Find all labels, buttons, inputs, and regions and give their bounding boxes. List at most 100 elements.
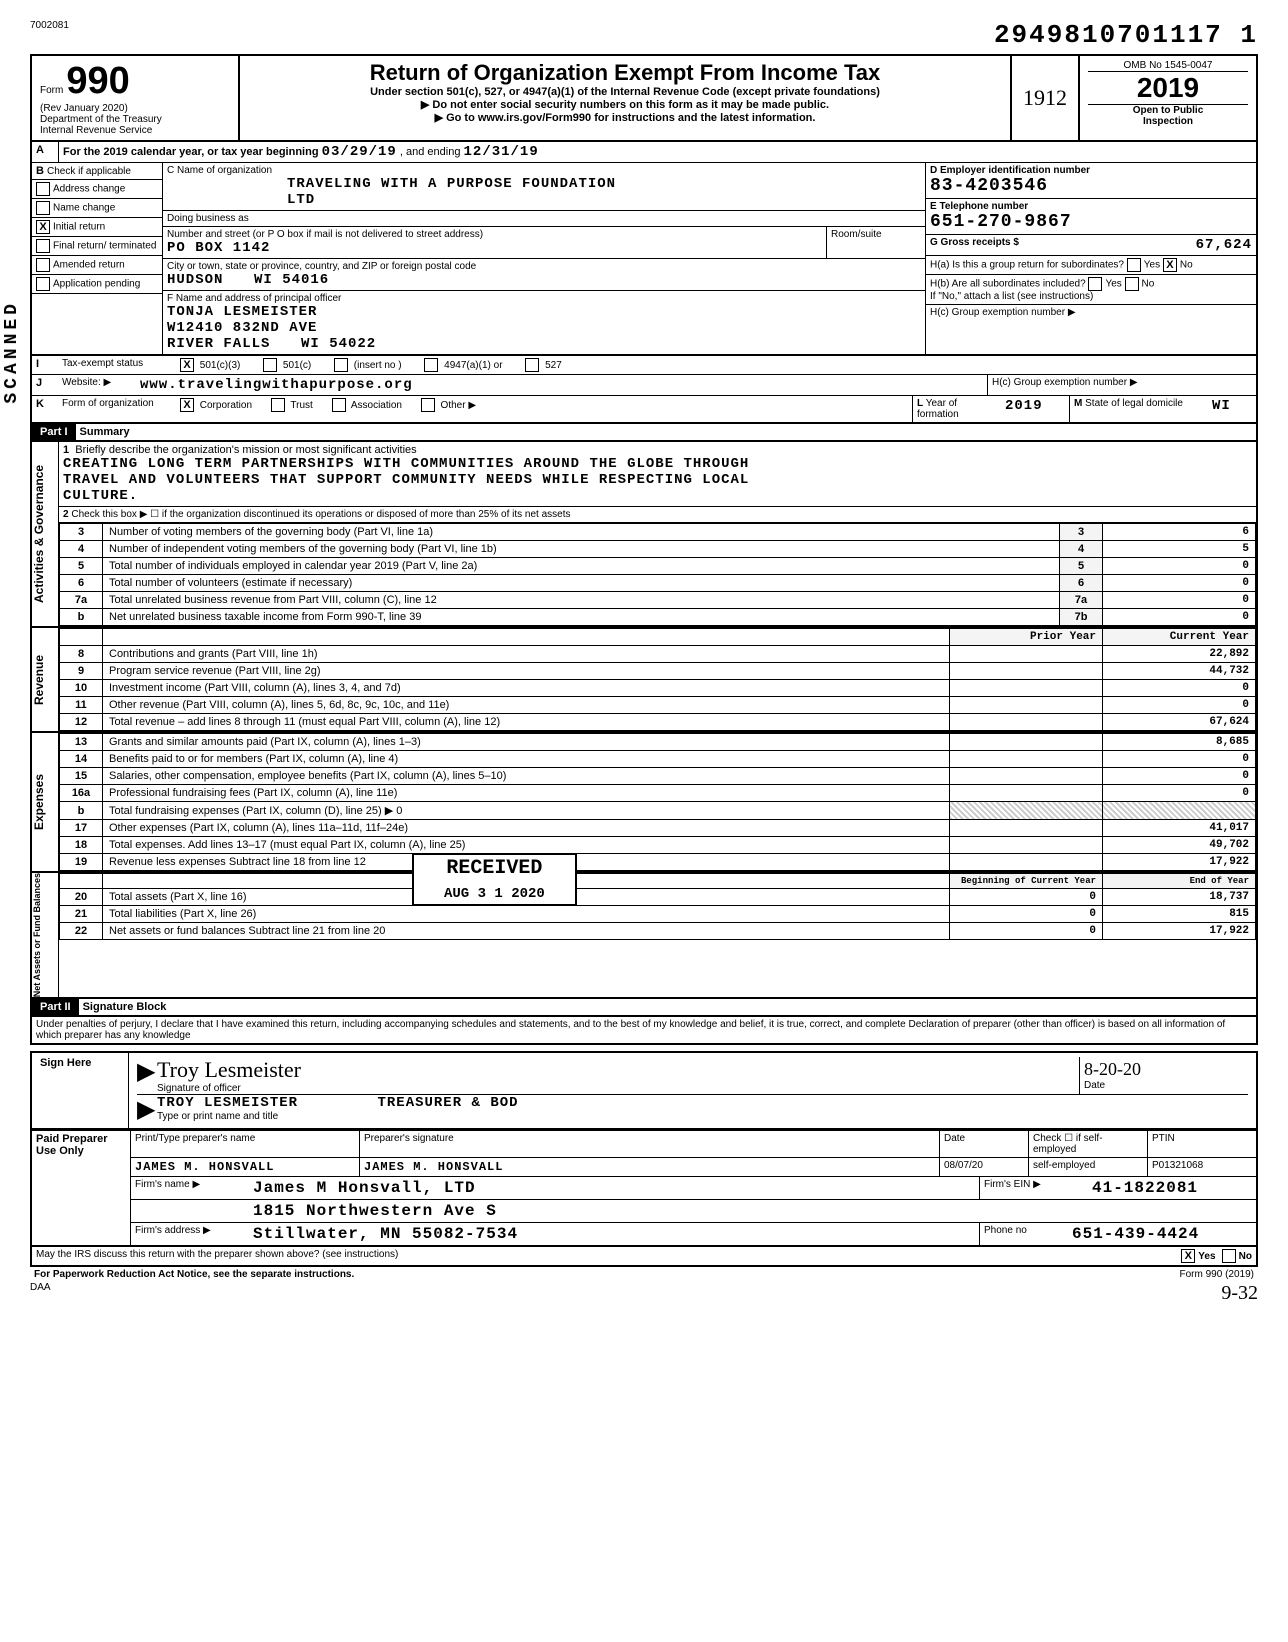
- dept: Department of the Treasury: [40, 114, 230, 125]
- row-i: I Tax-exempt status X 501(c)(3) 501(c) (…: [30, 356, 1258, 375]
- k-checkbox[interactable]: X: [180, 398, 194, 412]
- stamp-date: AUG 3 1 2020: [444, 886, 545, 902]
- net-assets-block: Net Assets or Fund Balances Beginning of…: [30, 873, 1258, 999]
- firm-addr2: Stillwater, MN 55082-7534: [249, 1223, 979, 1245]
- discuss-yes-box[interactable]: X: [1181, 1249, 1195, 1263]
- officer-signature: Troy Lesmeister: [157, 1057, 1079, 1083]
- b-option: Amended return: [32, 256, 162, 275]
- part-ii-header: Part II Signature Block: [30, 999, 1258, 1017]
- rows-net: Beginning of Current Year End of Year 20…: [59, 873, 1256, 940]
- k-checkbox[interactable]: [421, 398, 435, 412]
- firm-phone: 651-439-4424: [1068, 1223, 1256, 1245]
- firm-ein: 41-1822081: [1088, 1177, 1256, 1199]
- hc-label: H(c) Group exemption number ▶: [926, 305, 1256, 320]
- discuss-q: May the IRS discuss this return with the…: [36, 1249, 1181, 1263]
- phone: 651-270-9867: [930, 212, 1252, 232]
- k-checkbox[interactable]: [332, 398, 346, 412]
- mission-2: TRAVEL AND VOLUNTEERS THAT SUPPORT COMMU…: [63, 472, 1252, 488]
- preparer-self: self-employed: [1029, 1158, 1148, 1176]
- officer-label: F Name and address of principal officer: [167, 293, 921, 304]
- part-i-title: Part I: [32, 424, 76, 440]
- officer-name: TONJA LESMEISTER: [167, 304, 921, 320]
- begin-hdr: Beginning of Current Year: [950, 874, 1103, 889]
- a-end: 12/31/19: [464, 144, 539, 160]
- l2-label: Check this box ▶ ☐ if the organization d…: [71, 509, 570, 520]
- rows-expenses: 13Grants and similar amounts paid (Part …: [59, 733, 1256, 871]
- top-bar: 7002081 2949810701117 1: [30, 20, 1258, 50]
- top-code: 2949810701117 1: [994, 20, 1258, 50]
- b-option: XInitial return: [32, 218, 162, 237]
- i-checkbox[interactable]: [334, 358, 348, 372]
- part-i-header: Part I Summary: [30, 424, 1258, 442]
- b-checkbox[interactable]: [36, 239, 50, 253]
- ha-yes-box[interactable]: [1127, 258, 1141, 272]
- l-label: Year of formation: [917, 398, 959, 420]
- table-row: 18Total expenses. Add lines 13–17 (must …: [60, 837, 1256, 854]
- ha-no-box[interactable]: X: [1163, 258, 1177, 272]
- b-option: Final return/ terminated: [32, 237, 162, 256]
- table-row: 20Total assets (Part X, line 16)018,737: [60, 889, 1256, 906]
- handwritten-932: 9-32: [1221, 1282, 1258, 1305]
- k-checkbox[interactable]: [271, 398, 285, 412]
- i-checkbox[interactable]: [424, 358, 438, 372]
- b-checkbox[interactable]: [36, 258, 50, 272]
- col-ptin: PTIN: [1148, 1131, 1256, 1157]
- table-row: bTotal fundraising expenses (Part IX, co…: [60, 802, 1256, 820]
- i-checkbox[interactable]: X: [180, 358, 194, 372]
- firm-name: James M Honsvall, LTD: [249, 1177, 979, 1199]
- stamp-received: RECEIVED: [444, 857, 545, 880]
- discuss-no-box[interactable]: [1222, 1249, 1236, 1263]
- dba-label: Doing business as: [163, 211, 925, 227]
- scanned-label: SCANNED: [2, 300, 22, 404]
- i-checkbox[interactable]: [263, 358, 277, 372]
- hb-no-box[interactable]: [1125, 277, 1139, 291]
- b-option: Application pending: [32, 275, 162, 294]
- table-row: 21Total liabilities (Part X, line 26)081…: [60, 906, 1256, 923]
- inspection: Inspection: [1088, 116, 1248, 127]
- table-row: 11Other revenue (Part VIII, column (A), …: [60, 697, 1256, 714]
- hb-label: H(b) Are all subordinates included?: [930, 279, 1086, 290]
- part-i-body: Activities & Governance 1 Briefly descri…: [30, 442, 1258, 628]
- table-row: 12Total revenue – add lines 8 through 11…: [60, 714, 1256, 731]
- form-number: 990: [66, 60, 129, 102]
- hb-yes-box[interactable]: [1088, 277, 1102, 291]
- paid-hdr: Paid Preparer Use Only: [32, 1131, 131, 1245]
- m-label: State of legal domicile: [1085, 398, 1183, 409]
- pra-notice: For Paperwork Reduction Act Notice, see …: [34, 1269, 1180, 1280]
- part-ii-subtitle: Signature Block: [79, 999, 171, 1015]
- b-checkbox[interactable]: [36, 182, 50, 196]
- rows-revenue: Prior Year Current Year 8Contributions a…: [59, 628, 1256, 731]
- col-date: Date: [940, 1131, 1029, 1157]
- gross-receipts: 67,624: [1196, 237, 1252, 253]
- form-990-2019: Form 990 (2019): [1180, 1269, 1254, 1280]
- i-checkbox[interactable]: [525, 358, 539, 372]
- room-label: Room/suite: [831, 229, 921, 240]
- table-row: 4Number of independent voting members of…: [60, 541, 1256, 558]
- rows-governance: 3Number of voting members of the governi…: [59, 523, 1256, 626]
- j-label: Website: ▶: [58, 375, 136, 395]
- tax-year: 2019: [1088, 72, 1248, 104]
- form-title: Return of Organization Exempt From Incom…: [248, 60, 1002, 86]
- open-public: Open to Public: [1088, 104, 1248, 116]
- prior-hdr: Prior Year: [950, 629, 1103, 646]
- website: www.travelingwithapurpose.org: [136, 375, 987, 395]
- table-row: 10Investment income (Part VIII, column (…: [60, 680, 1256, 697]
- b-checkbox[interactable]: [36, 277, 50, 291]
- sign-here: Sign Here: [32, 1053, 129, 1128]
- row-a: A For the 2019 calendar year, or tax yea…: [30, 142, 1258, 163]
- omb: OMB No 1545-0047: [1088, 60, 1248, 72]
- daa: DAA: [30, 1282, 51, 1305]
- b-checkbox[interactable]: [36, 201, 50, 215]
- city-label: City or town, state or province, country…: [167, 261, 921, 272]
- table-row: 22Net assets or fund balances Subtract l…: [60, 923, 1256, 940]
- table-row: 5Total number of individuals employed in…: [60, 558, 1256, 575]
- sig-label: Signature of officer: [157, 1083, 1079, 1094]
- curr-hdr: Current Year: [1103, 629, 1256, 646]
- firm-addr1: 1815 Northwestern Ave S: [249, 1200, 996, 1222]
- sig-date-label: Date: [1084, 1080, 1244, 1091]
- sig-date: 8-20-20: [1084, 1059, 1244, 1080]
- mission-1: CREATING LONG TERM PARTNERSHIPS WITH COM…: [63, 456, 1252, 472]
- phone-label: Phone no: [979, 1223, 1068, 1245]
- b-checkbox[interactable]: X: [36, 220, 50, 234]
- type-label: Type or print name and title: [157, 1111, 1248, 1122]
